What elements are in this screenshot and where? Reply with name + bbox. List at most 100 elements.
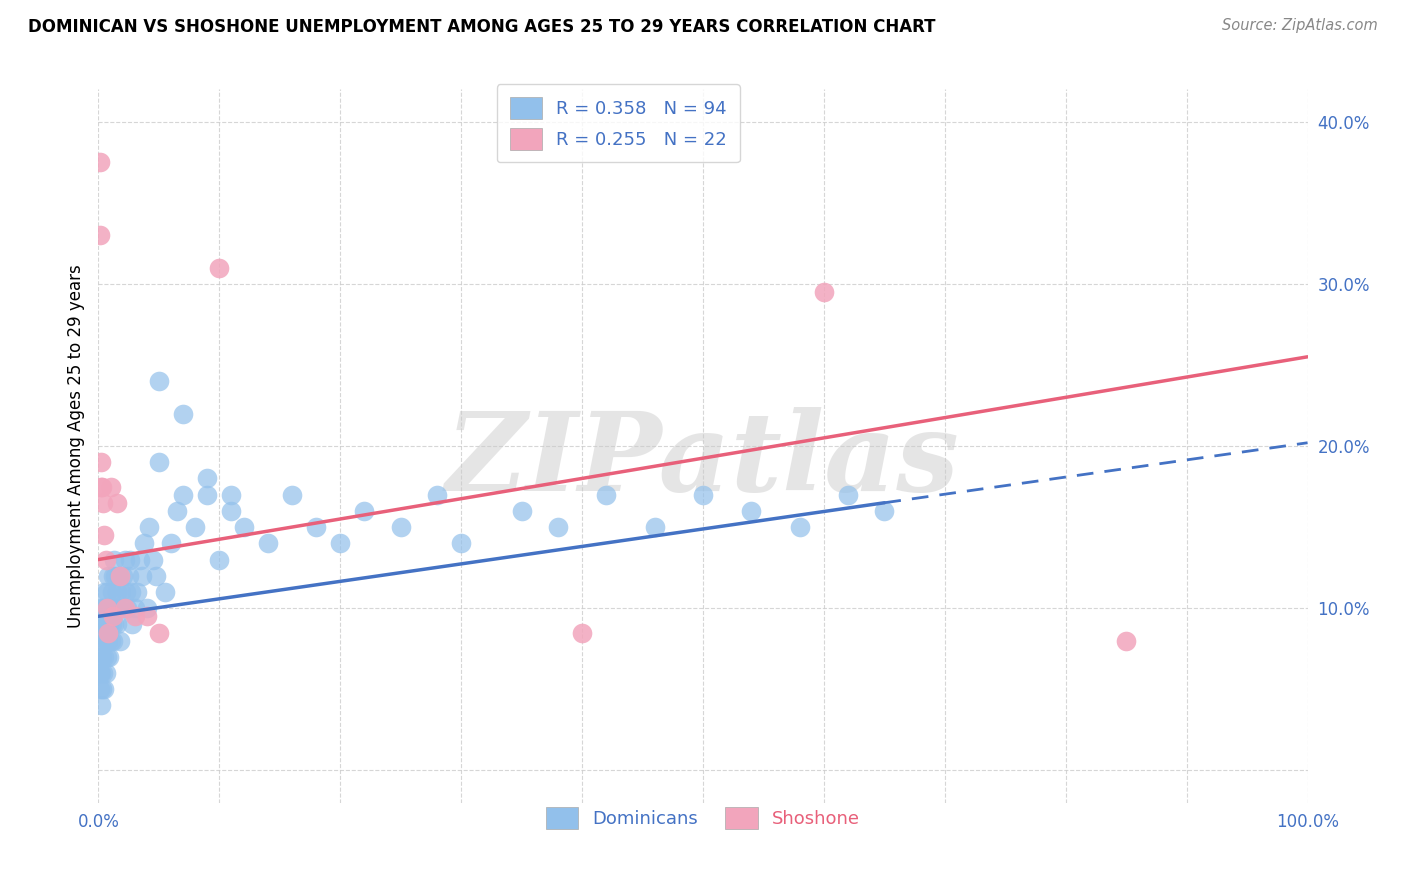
Point [118,552,141,566]
Point [89,155,111,169]
Point [89,682,111,697]
Point [110,585,132,599]
Point [145,568,167,582]
Point [740,504,762,518]
Point [97,568,120,582]
Point [96,617,118,632]
Point [232,520,254,534]
Point [94,601,117,615]
Point [166,504,188,518]
Point [90,479,112,493]
Point [221,488,243,502]
Point [114,552,136,566]
Point [108,568,131,582]
Point [97,633,120,648]
Point [98,649,121,664]
Point [101,633,124,648]
Point [105,617,128,632]
Point [90,698,112,713]
Point [94,552,117,566]
Point [450,536,472,550]
Point [138,520,160,534]
Point [112,601,135,615]
Point [120,585,142,599]
Point [93,649,115,664]
Point [100,601,122,615]
Point [172,407,194,421]
Point [208,260,231,275]
Point [91,496,114,510]
Point [644,520,666,534]
Y-axis label: Unemployment Among Ages 25 to 29 years: Unemployment Among Ages 25 to 29 years [66,264,84,628]
Point [221,504,243,518]
Point [172,488,194,502]
Text: Source: ZipAtlas.com: Source: ZipAtlas.com [1222,18,1378,33]
Point [105,496,128,510]
Point [127,585,149,599]
Point [91,479,114,493]
Point [195,471,218,485]
Point [89,666,111,681]
Point [114,601,136,615]
Point [148,455,170,469]
Point [101,609,124,624]
Point [100,633,122,648]
Point [281,488,304,502]
Point [160,536,183,550]
Point [329,536,352,550]
Point [93,682,115,697]
Point [91,666,114,681]
Point [93,585,115,599]
Point [107,601,129,615]
Point [97,625,120,640]
Text: DOMINICAN VS SHOSHONE UNEMPLOYMENT AMONG AGES 25 TO 29 YEARS CORRELATION CHART: DOMINICAN VS SHOSHONE UNEMPLOYMENT AMONG… [28,18,935,36]
Point [93,617,115,632]
Point [94,633,117,648]
Point [195,488,218,502]
Point [426,488,449,502]
Point [148,374,170,388]
Point [93,528,115,542]
Point [135,601,157,615]
Legend: Dominicans, Shoshone: Dominicans, Shoshone [531,793,875,844]
Point [91,617,114,632]
Point [142,552,165,566]
Point [131,568,153,582]
Point [571,625,593,640]
Point [153,585,176,599]
Point [96,649,118,664]
Point [124,601,146,615]
Point [91,682,114,697]
Point [91,601,114,615]
Point [134,536,156,550]
Point [89,649,111,664]
Point [111,568,134,582]
Point [91,601,114,615]
Point [1115,633,1137,648]
Point [94,666,117,681]
Point [135,609,157,624]
Point [90,666,112,681]
Point [105,585,128,599]
Text: ZIPatlas: ZIPatlas [446,407,960,514]
Point [89,228,111,243]
Point [90,633,112,648]
Point [103,552,125,566]
Point [148,625,170,640]
Point [789,520,811,534]
Point [305,520,328,534]
Point [208,552,231,566]
Point [104,568,127,582]
Point [121,617,143,632]
Point [118,568,141,582]
Point [91,633,114,648]
Point [256,536,278,550]
Point [547,520,569,534]
Point [96,601,118,615]
Point [103,617,125,632]
Point [389,520,412,534]
Point [510,504,533,518]
Point [90,455,112,469]
Point [108,633,131,648]
Point [100,585,122,599]
